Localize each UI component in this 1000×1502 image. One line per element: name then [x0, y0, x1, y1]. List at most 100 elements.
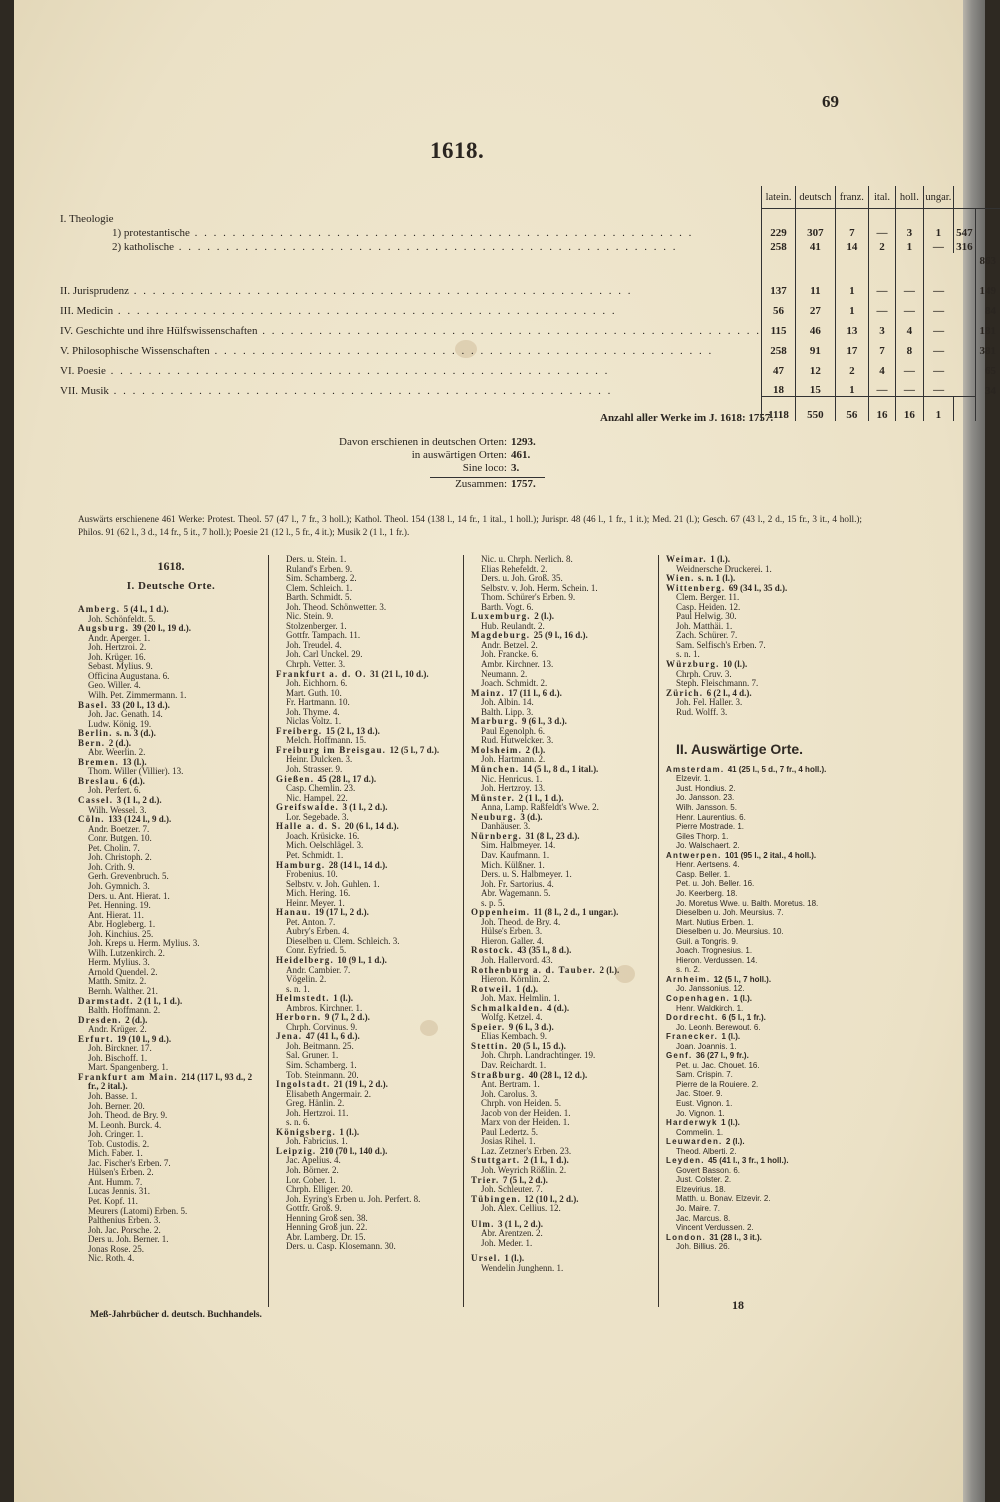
- place-name: Harderwyk: [666, 1118, 718, 1128]
- printer-entry: Aubry's Erben. 4.: [286, 926, 350, 937]
- column-rule: [658, 555, 659, 1307]
- place-name: Würzburg.: [666, 659, 720, 670]
- place-entry: Darmstadt. 2 (1 l., 1 d.).: [78, 996, 264, 1007]
- table-row: VI. Poesie471224——65: [60, 356, 1000, 377]
- cell-value: 3: [895, 224, 924, 239]
- printer-entry: Jo. Leonh. Berewout. 6.: [676, 1022, 761, 1032]
- cell-value: 12: [795, 356, 836, 377]
- column-rule: [463, 555, 464, 1307]
- place-count: s. n. 1 (l.).: [698, 573, 736, 584]
- place-entry: Bern. 2 (d.).: [78, 737, 264, 749]
- place-count: 41 (25 l., 5 d., 7 fr., 4 holl.).: [727, 764, 827, 774]
- printer-entry: Joh. Hartmann. 2.: [481, 754, 546, 765]
- column-total: 1118: [760, 396, 796, 421]
- printer-entry: Joh. Kreps u. Herm. Mylius. 3.: [88, 938, 200, 949]
- place-entry: Franecker. 1 (l.).: [666, 1032, 858, 1042]
- place-count: 101 (95 l., 2 ital., 4 holl.).: [725, 850, 817, 860]
- cell-value: [867, 252, 896, 267]
- printer-entry: Joh. Chrph. Landrachtinger. 19.: [481, 1050, 596, 1061]
- summary-value: 3.: [511, 462, 520, 474]
- place-entry: Amberg. 5 (4 l., 1 d.).: [78, 604, 264, 615]
- place-name: Copenhagen.: [666, 993, 730, 1003]
- cell-value: 91: [795, 336, 836, 357]
- printer-entry: Guil. a Tongris. 9.: [676, 936, 739, 946]
- row-total: 84: [974, 296, 1000, 317]
- place-count: 1 (d.).: [515, 983, 539, 994]
- printer-entry: Elias Rehefeldt. 2.: [481, 563, 548, 574]
- place-name: Wittenberg.: [666, 582, 726, 593]
- place-name: Leuwarden.: [666, 1137, 723, 1147]
- table-row: I. Theologie: [60, 208, 1000, 225]
- place-entry: Leipzig. 210 (70 l., 140 d.).: [276, 1146, 462, 1157]
- printer-entry: Officina Augustana. 6.: [88, 670, 170, 681]
- printer-entry: Chrph. Corvinus. 9.: [286, 1021, 358, 1032]
- place-name: Arnheim.: [666, 974, 711, 984]
- place-entry: Trier. 7 (5 l., 2 d.).: [471, 1175, 657, 1186]
- place-name: Heidelberg.: [276, 954, 334, 965]
- cell-value: 1: [895, 238, 924, 253]
- printer-entry: Paul Egenolph. 6.: [481, 725, 545, 736]
- printer-entry: Balth. Lipp. 3.: [481, 706, 534, 717]
- place-entry: Stuttgart. 2 (1 l., 1 d.).: [471, 1156, 657, 1166]
- cell-value: [922, 208, 954, 225]
- cell-value: —: [895, 296, 924, 317]
- column-header: latein.: [760, 186, 796, 209]
- cell-value: 258: [760, 238, 796, 253]
- printer-entry: Lucas Jennis. 31.: [88, 1186, 150, 1197]
- place-count: 43 (35 l., 8 d.).: [517, 945, 572, 956]
- place-count: 2 (d.).: [125, 1014, 148, 1025]
- place-entry: Mainz. 17 (11 l., 6 d.).: [471, 688, 657, 699]
- printer-entry: Joh. Alex. Cellius. 12.: [481, 1203, 561, 1214]
- place-count: 12 (5 l., 7 d.).: [389, 744, 440, 755]
- printer-entry: Ders. u. Ant. Hierat. 1.: [88, 890, 170, 901]
- place-name: Leyden.: [666, 1156, 705, 1166]
- printer-entry: Joh. Fel. Haller. 3.: [676, 697, 743, 708]
- summary-value: 1757.: [511, 478, 536, 490]
- printer-entry: Jo. Moretus Wwe. u. Balth. Moretus. 18.: [676, 898, 819, 908]
- row-label: VI. Poesie: [60, 357, 761, 377]
- place-count: 2 (l.).: [525, 744, 546, 755]
- printer-entry: Joh. Albin. 14.: [481, 697, 534, 708]
- printer-entry: Ludw. König. 19.: [88, 718, 152, 729]
- auswaerts-note: Auswärts erschienene 461 Werke: Protest.…: [78, 514, 862, 537]
- place-entry: Frankfurt a. d. O. 31 (21 l., 10 d.).: [276, 668, 462, 680]
- place-name: Marburg.: [471, 716, 519, 727]
- printer-entry: Conr. Eyfried. 5.: [286, 945, 347, 956]
- signature-mark: 18: [732, 1298, 744, 1312]
- printer-entry: Joh. Hertzroy. 13.: [481, 783, 546, 794]
- cell-value: 4: [867, 356, 896, 377]
- cell-value: 2: [867, 238, 896, 253]
- place-count: 39 (20 l., 19 d.).: [132, 623, 192, 634]
- printer-entry: Thom. Willer (Villier). 13.: [88, 766, 184, 777]
- place-name: Gießen.: [276, 773, 315, 784]
- printer-entry: Jo. Maire. 7.: [676, 1204, 721, 1213]
- place-name: München.: [471, 764, 520, 775]
- row-total: 65: [974, 356, 1000, 377]
- printer-entry: Jacob von der Heiden. 1.: [481, 1107, 571, 1118]
- printer-entry: Heinr. Meyer. 1.: [286, 897, 345, 908]
- place-entry: Genf. 36 (27 l., 9 fr.).: [666, 1051, 858, 1061]
- printer-entry: Joh. Carl Unckel. 29.: [286, 649, 363, 660]
- printer-entry: Sim. Schamberg. 1.: [286, 1059, 357, 1070]
- place-count: 5 (4 l., 1 d.).: [123, 604, 169, 615]
- printer-entry: Casp. Beller. 1.: [676, 869, 731, 879]
- place-count: 19 (17 l., 2 d.).: [314, 907, 369, 918]
- place-name: Ursel.: [471, 1253, 501, 1264]
- place-entry: Leuwarden. 2 (l.).: [666, 1137, 858, 1147]
- printer-entry: Abr. Arentzen. 2.: [481, 1228, 543, 1239]
- place-name: Frankfurt a. d. O.: [276, 668, 367, 679]
- printer-entry: Ders. u. Casp. Klosemann. 30.: [286, 1241, 396, 1252]
- cell-value: —: [922, 238, 954, 253]
- cell-value: 1: [834, 376, 869, 397]
- cell-value: 258: [760, 336, 796, 357]
- printer-entry: Chrph. Cruv. 3.: [676, 668, 732, 679]
- summary-row: in auswärtigen Orten: 461.: [260, 449, 543, 462]
- place-count: 9 (6 l., 3 d.).: [521, 716, 567, 727]
- place-count: 6 (d.).: [122, 775, 145, 786]
- cell-value: 27: [795, 296, 836, 317]
- place-name: Bern.: [78, 737, 106, 748]
- printer-entry: Just. Hondius. 2.: [676, 783, 736, 793]
- printer-entry: Mich. Hering. 16.: [286, 888, 351, 899]
- place-entry: Gießen. 45 (28 l., 17 d.).: [276, 773, 462, 785]
- printer-entry: Laz. Zetzner's Erben. 23.: [481, 1145, 572, 1156]
